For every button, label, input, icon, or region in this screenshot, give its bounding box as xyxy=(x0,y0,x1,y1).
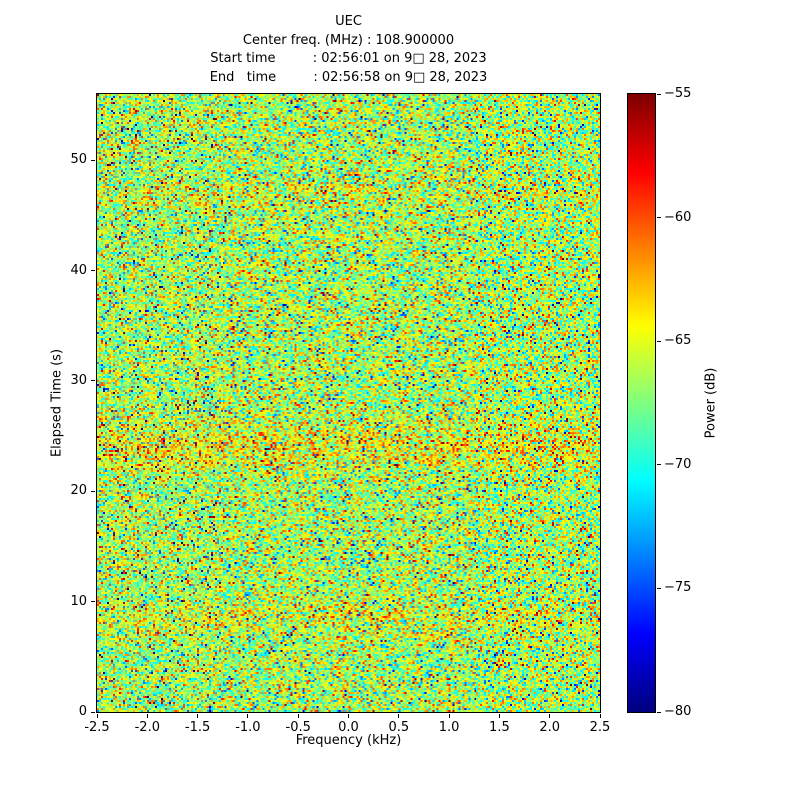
y-tick-label: 50 xyxy=(70,152,87,168)
x-tick-label: 1.0 xyxy=(438,720,460,735)
x-axis-label: Frequency (kHz) xyxy=(295,733,402,748)
x-tick-label: 0.5 xyxy=(388,720,410,735)
colorbar-tick-label: −60 xyxy=(664,209,692,225)
y-tick-label: 40 xyxy=(70,262,87,278)
y-tick-mark xyxy=(91,601,95,603)
plot-title: UEC xyxy=(335,14,362,29)
y-tick-label: 30 xyxy=(70,372,87,388)
colorbar-label: Power (dB) xyxy=(703,367,719,439)
x-tick-label: -0.5 xyxy=(285,720,311,735)
x-tick-mark xyxy=(348,714,349,718)
colorbar-tick-label: −80 xyxy=(664,704,692,719)
y-tick-mark xyxy=(91,159,95,161)
colorbar-tick-label: −55 xyxy=(664,86,692,101)
x-tick-label: -2.5 xyxy=(84,720,110,735)
x-tick-mark xyxy=(297,714,299,718)
y-tick-mark xyxy=(91,490,95,492)
colorbar-tick-mark xyxy=(657,340,661,342)
figure-header: UEC Center freq. (MHz) : 108.900000 Star… xyxy=(97,13,600,87)
x-tick-label: -1.0 xyxy=(235,720,261,735)
x-tick-mark xyxy=(96,714,98,718)
colorbar-tick-mark xyxy=(657,217,661,219)
y-tick-mark xyxy=(91,711,95,713)
x-tick-label: 2.5 xyxy=(589,720,611,735)
x-tick-mark xyxy=(247,714,249,718)
end-time-line: End time : 02:56:58 on 9□ 28, 2023 xyxy=(209,69,488,85)
x-tick-label: 1.5 xyxy=(489,720,510,735)
x-tick-label: -1.5 xyxy=(184,720,211,735)
plot-area xyxy=(96,93,601,713)
colorbar-gradient-canvas xyxy=(628,94,655,712)
colorbar-tick-label: −65 xyxy=(664,333,692,349)
colorbar xyxy=(627,93,656,713)
colorbar-tick-mark xyxy=(657,711,661,713)
y-axis-label: Elapsed Time (s) xyxy=(49,348,65,458)
y-tick-mark xyxy=(91,270,95,272)
colorbar-tick-mark xyxy=(657,464,661,466)
heatmap-canvas xyxy=(97,94,600,712)
center-freq-line: Center freq. (MHz) : 108.900000 xyxy=(242,32,455,48)
start-time-line: Start time : 02:56:01 on 9□ 28, 2023 xyxy=(210,51,487,66)
x-tick-mark xyxy=(197,714,199,718)
y-tick-label: 20 xyxy=(70,483,87,499)
colorbar-tick-mark xyxy=(657,587,661,589)
x-tick-label: -2.0 xyxy=(134,720,160,735)
x-tick-mark xyxy=(398,714,400,718)
x-tick-mark xyxy=(146,714,148,718)
y-tick-label: 10 xyxy=(70,593,87,609)
x-tick-mark xyxy=(498,714,500,718)
colorbar-tick-label: −75 xyxy=(664,580,692,596)
x-tick-mark xyxy=(599,714,601,718)
x-tick-mark xyxy=(549,714,551,718)
y-tick-label: 0 xyxy=(78,704,87,719)
colorbar-tick-label: −70 xyxy=(664,456,692,472)
colorbar-tick-mark xyxy=(657,93,661,95)
y-tick-mark xyxy=(91,380,95,382)
x-tick-label: 0.0 xyxy=(338,720,359,735)
x-tick-mark xyxy=(448,714,450,718)
x-tick-label: 2.0 xyxy=(539,720,561,735)
